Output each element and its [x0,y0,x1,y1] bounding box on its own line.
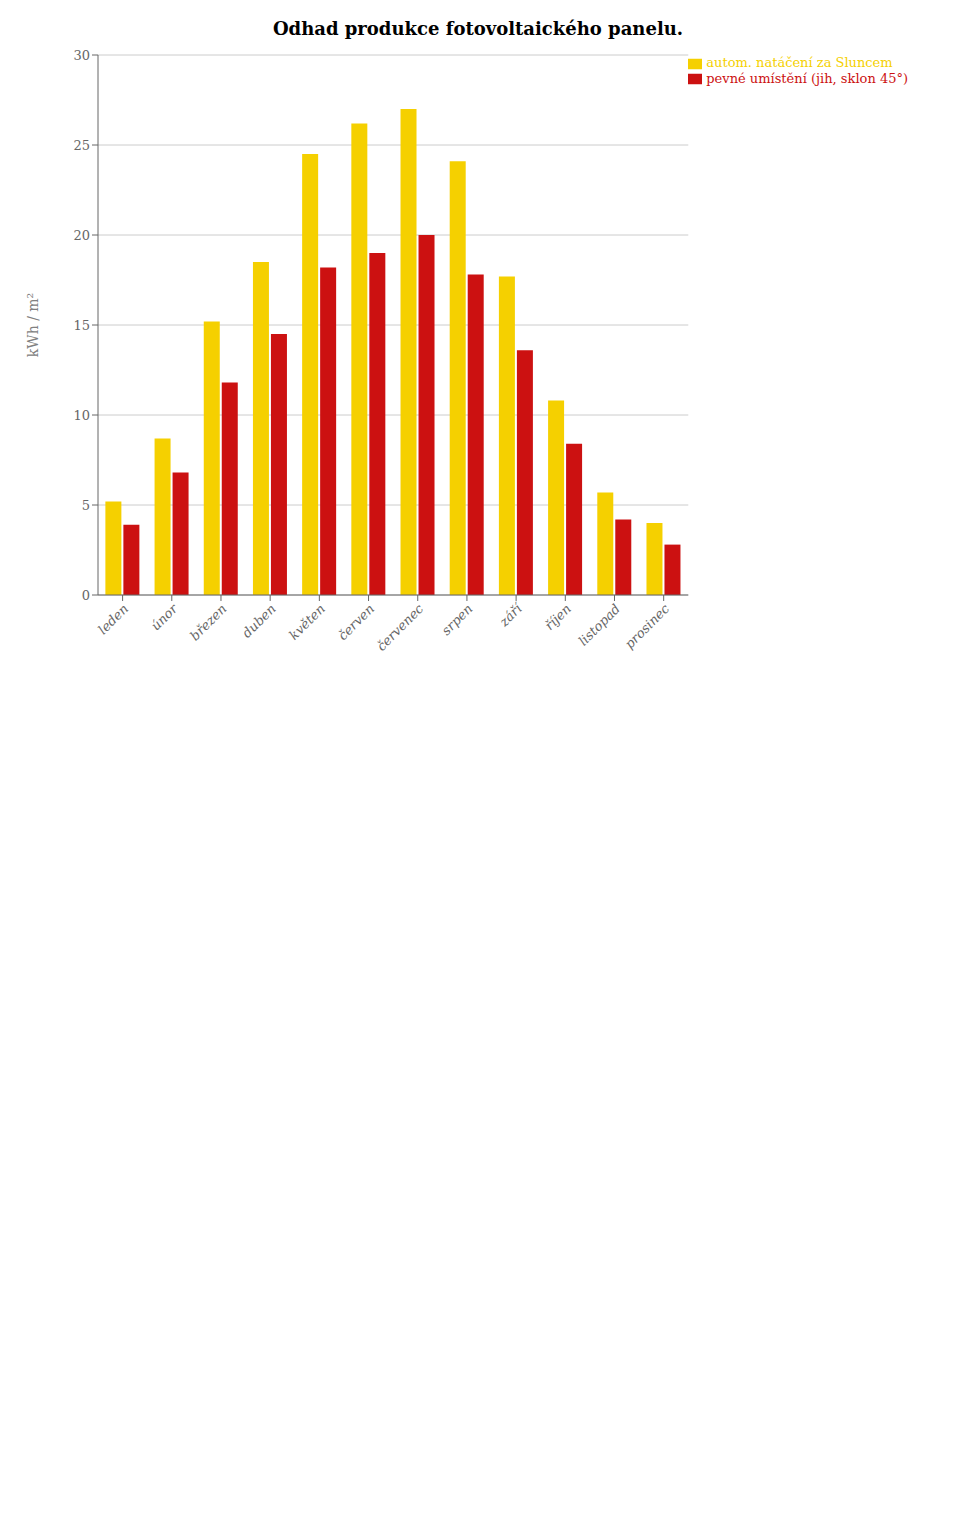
svg-text:15: 15 [73,318,90,333]
svg-text:30: 30 [73,48,90,63]
svg-text:prosinec: prosinec [622,601,673,652]
svg-text:20: 20 [73,228,90,243]
svg-text:březen: březen [187,601,230,644]
svg-text:kWh / m²: kWh / m² [25,293,41,357]
svg-text:duben: duben [239,601,279,641]
svg-text:červenec: červenec [374,601,427,654]
svg-text:září: září [496,600,526,630]
svg-text:25: 25 [73,138,90,153]
svg-text:srpen: srpen [439,601,476,638]
svg-text:leden: leden [95,601,131,637]
html-text:autom. natáčení za Sluncem: autom. natáčení za Sluncem [706,55,893,70]
html-text:pevné umístění (jih, sklon 45°: pevné umístění (jih, sklon 45°) [706,70,908,86]
svg-text:únor: únor [148,600,181,633]
svg-text:0: 0 [82,588,90,603]
svg-text:říjen: říjen [542,601,574,633]
svg-text:červen: červen [335,601,377,643]
svg-text:10: 10 [73,408,90,423]
svg-text:5: 5 [82,498,90,513]
svg-text:květen: květen [286,601,328,643]
html-text:Odhad produkce fotovoltaického: Odhad produkce fotovoltaického panelu. [272,18,684,39]
svg-text:listopad: listopad [575,601,623,649]
